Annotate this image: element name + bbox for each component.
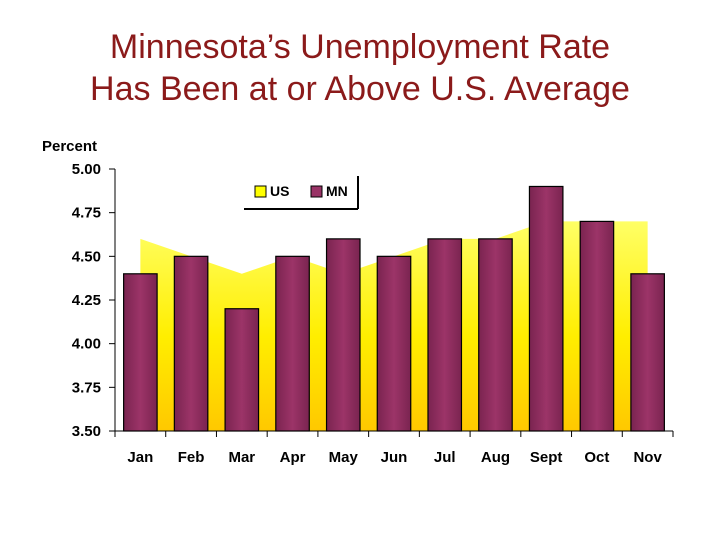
mn-bar-jul <box>427 238 463 432</box>
y-axis: 5.00 4.75 4.50 4.25 4.00 3.75 3.50 <box>72 161 115 440</box>
x-tick-label: Apr <box>280 449 306 466</box>
x-tick-label: Jan <box>127 449 153 466</box>
legend: US MN <box>244 176 359 210</box>
legend-swatch-mn <box>310 185 323 198</box>
y-tick-label: 3.75 <box>72 379 101 396</box>
y-tick-label: 3.50 <box>72 423 101 440</box>
mn-bar-aug <box>478 238 513 432</box>
x-tick-label: Aug <box>481 449 510 466</box>
x-tick-label: Sept <box>530 449 563 466</box>
x-tick-label: Nov <box>633 449 662 466</box>
y-tick-label: 4.50 <box>72 248 101 265</box>
mn-bar-jan <box>123 273 158 432</box>
y-tick-label: 5.00 <box>72 161 101 178</box>
plot-area <box>114 169 673 432</box>
x-axis: Jan Feb Mar Apr May Jun Jul Aug Sept Oct Nov <box>114 431 674 466</box>
mn-bar-nov <box>630 273 665 432</box>
y-tick-label: 4.75 <box>72 205 101 222</box>
y-tick-label: 4.25 <box>72 292 101 309</box>
x-tick-label: Feb <box>178 449 205 466</box>
mn-bar-may <box>325 238 361 432</box>
x-tick-label: Mar <box>228 449 255 466</box>
y-axis-label: Percent <box>42 138 97 155</box>
mn-bar-mar <box>224 308 260 432</box>
mn-bar-feb <box>173 255 209 432</box>
y-tick-label: 4.00 <box>72 336 101 353</box>
mn-bar-jun <box>376 255 412 432</box>
x-tick-label: Oct <box>584 449 609 466</box>
x-tick-label: Jul <box>434 449 456 466</box>
mn-bar-sept <box>528 185 564 432</box>
x-tick-label: May <box>329 449 359 466</box>
chart-title: Minnesota’s Unemployment Rate Has Been a… <box>0 26 720 110</box>
title-line-1: Minnesota’s Unemployment Rate <box>109 28 611 66</box>
legend-label-us: US <box>270 183 289 199</box>
x-tick-label: Jun <box>381 449 408 466</box>
mn-bar-oct <box>579 220 615 432</box>
title-line-2: Has Been at or Above U.S. Average <box>90 70 630 108</box>
mn-bar-apr <box>275 255 310 432</box>
legend-label-mn: MN <box>326 183 348 199</box>
legend-swatch-us <box>254 185 267 198</box>
